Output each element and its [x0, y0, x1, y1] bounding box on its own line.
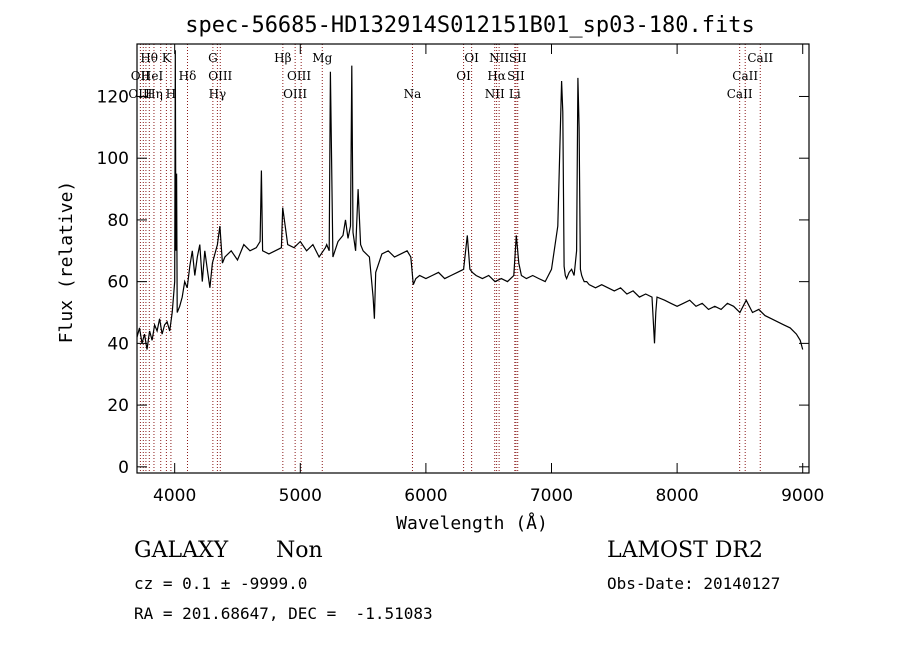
- line-id-label: OIII: [283, 87, 307, 101]
- y-tick-label: 40: [107, 334, 129, 354]
- x-axis-label: Wavelength (Å): [396, 512, 548, 534]
- x-axis-ticks: 4000 5000 6000 7000 8000 9000: [153, 44, 824, 506]
- y-tick-label: 80: [107, 211, 129, 231]
- survey-name: LAMOST DR2: [607, 538, 763, 563]
- redshift-line: cz = 0.1 ± -9999.0: [134, 574, 308, 593]
- y-tick-label: 0: [118, 458, 129, 478]
- line-id-label: Hβ: [274, 51, 291, 65]
- line-id-label: Hα: [487, 69, 506, 83]
- radec-line: RA = 201.68647, DEC = -1.51083: [134, 604, 433, 623]
- line-id-label: Mg: [312, 51, 332, 65]
- line-id-label: K: [162, 51, 172, 65]
- y-tick-label: 120: [97, 87, 129, 107]
- line-id-label: Hη: [145, 87, 163, 101]
- y-axis-label: Flux (relative): [56, 181, 77, 344]
- line-id-label: CaII: [747, 51, 773, 65]
- line-id-label: CaII: [727, 87, 753, 101]
- x-tick-label: 4000: [153, 486, 196, 506]
- object-subclass: Non: [276, 538, 323, 563]
- line-id-label: OIII: [287, 69, 311, 83]
- line-id-label: H: [166, 87, 176, 101]
- object-class: GALAXY: [134, 538, 229, 563]
- x-tick-label: 5000: [279, 486, 322, 506]
- line-id-label: Hδ: [179, 69, 197, 83]
- line-id-label: G: [208, 51, 218, 65]
- x-tick-label: 8000: [655, 486, 698, 506]
- line-labels: HθOIIOIIIHeIHηKHHδGOIIIHγHβOIIIOIIIMgNaO…: [128, 51, 773, 101]
- line-id-label: CaII: [732, 69, 758, 83]
- chart-title: spec-56685-HD132914S012151B01_sp03-180.f…: [185, 13, 755, 38]
- line-id-label: Li: [509, 87, 521, 101]
- x-tick-label: 9000: [781, 486, 824, 506]
- line-id-label: SII: [507, 69, 525, 83]
- line-id-label: Hγ: [209, 87, 227, 101]
- y-axis-ticks: 0 20 40 60 80 100 120: [97, 87, 809, 478]
- line-id-label: Hθ: [140, 51, 158, 65]
- line-id-label: OI: [456, 69, 471, 83]
- line-id-label: OII: [131, 69, 151, 83]
- plot-frame: [136, 43, 810, 474]
- line-id-label: HeI: [141, 69, 164, 83]
- line-id-label: OIII: [128, 87, 152, 101]
- y-tick-label: 100: [97, 149, 129, 169]
- line-id-label: Na: [404, 87, 422, 101]
- y-tick-label: 20: [107, 396, 129, 416]
- line-id-label: OI: [464, 51, 479, 65]
- line-markers: [139, 44, 761, 473]
- line-id-label: NII: [489, 51, 509, 65]
- x-tick-label: 6000: [404, 486, 447, 506]
- spectrum-line: [136, 50, 804, 350]
- x-tick-label: 7000: [530, 486, 573, 506]
- obs-date: Obs-Date: 20140127: [607, 574, 781, 593]
- y-tick-label: 60: [107, 273, 129, 293]
- line-id-label: SII: [509, 51, 527, 65]
- line-id-label: OIII: [208, 69, 232, 83]
- line-id-label: NII: [485, 87, 505, 101]
